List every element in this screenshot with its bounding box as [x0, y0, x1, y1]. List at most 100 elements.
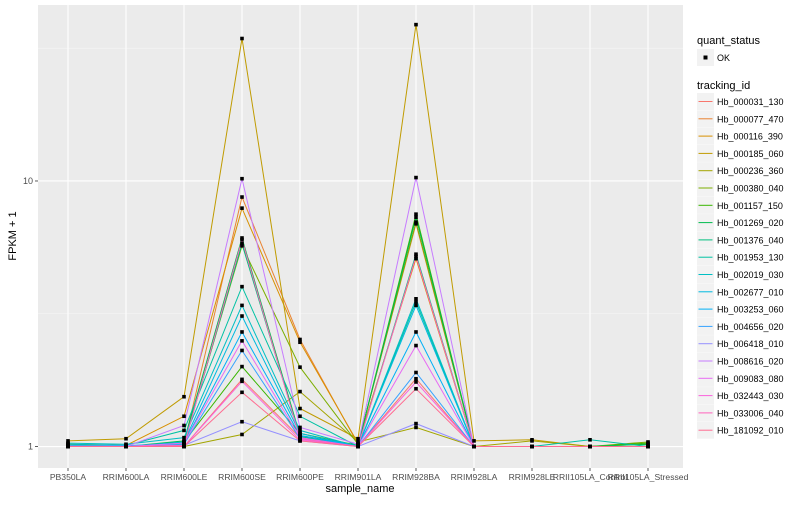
- legend-label: Hb_032443_030: [717, 391, 784, 401]
- data-point: [414, 252, 418, 256]
- legend-label: Hb_000116_390: [717, 132, 783, 142]
- data-point: [66, 441, 70, 445]
- legend-label: Hb_004656_020: [717, 322, 784, 332]
- data-point: [240, 377, 244, 382]
- data-point: [646, 444, 650, 449]
- data-point: [414, 386, 418, 391]
- x-tick-label: RRIM600PE: [276, 472, 324, 482]
- data-point: [414, 343, 418, 348]
- data-point: [356, 442, 360, 447]
- legend-label: Hb_008616_020: [717, 357, 784, 367]
- x-tick-label: RRIM928LE: [509, 472, 556, 482]
- data-point: [124, 436, 128, 441]
- x-tick-label: RRIM928BA: [392, 472, 440, 482]
- data-point: [414, 370, 418, 375]
- data-point: [182, 414, 186, 419]
- data-point: [240, 348, 244, 353]
- data-point: [298, 414, 302, 419]
- legend-label: Hb_000380_040: [717, 184, 784, 194]
- data-point: [182, 394, 186, 399]
- data-point: [240, 36, 244, 41]
- data-point: [414, 215, 418, 220]
- data-point: [298, 425, 302, 430]
- data-point: [414, 330, 418, 334]
- legend-label: Hb_002019_030: [717, 270, 784, 280]
- legend-label: Hb_001157_150: [717, 201, 783, 211]
- legend-label: Hb_033006_040: [717, 408, 784, 418]
- x-tick-label: RRII105LA_Stressed: [608, 472, 689, 482]
- legend-tracking-title: tracking_id: [697, 80, 750, 92]
- data-point: [124, 444, 128, 449]
- legend-quant-title: quant_status: [697, 35, 760, 47]
- x-tick-label: RRII105LA_Control: [553, 472, 628, 482]
- data-point: [298, 439, 302, 443]
- data-point: [240, 284, 244, 289]
- data-point: [66, 439, 70, 443]
- data-point: [240, 390, 244, 395]
- data-point: [182, 435, 186, 440]
- data-point: [414, 220, 418, 224]
- legend-label: Hb_003253_060: [717, 305, 784, 315]
- data-point: [298, 433, 302, 438]
- legend-ok-point-icon: [703, 55, 708, 60]
- data-point: [414, 303, 418, 308]
- y-axis: 1 10: [23, 176, 38, 452]
- data-point: [298, 389, 302, 394]
- legend-label: Hb_009083_080: [717, 374, 784, 384]
- data-point: [414, 425, 418, 430]
- y-axis-title: FPKM + 1: [7, 211, 19, 260]
- data-point: [356, 444, 360, 449]
- data-point: [182, 423, 186, 428]
- x-tick-label: RRIM600LA: [103, 472, 150, 482]
- x-axis-title: sample_name: [325, 483, 394, 495]
- data-point: [240, 195, 244, 199]
- data-point: [472, 444, 476, 449]
- data-point: [356, 436, 360, 441]
- data-point: [240, 206, 244, 210]
- legend-ok-label: OK: [717, 53, 730, 63]
- data-point: [182, 441, 186, 445]
- data-point: [240, 364, 244, 369]
- data-point: [588, 444, 592, 449]
- data-point: [414, 376, 418, 381]
- data-point: [240, 339, 244, 343]
- data-point: [298, 406, 302, 411]
- data-point: [414, 22, 418, 27]
- panel-background: [38, 5, 683, 468]
- x-axis: PB350LA RRIM600LA RRIM600LE RRIM600SE RRIM60…: [50, 468, 689, 482]
- legend-label: Hb_001269_020: [717, 218, 784, 228]
- data-point: [530, 444, 534, 449]
- data-point: [472, 439, 476, 443]
- data-point: [240, 330, 244, 334]
- data-point: [182, 428, 186, 433]
- data-point: [240, 314, 244, 318]
- data-point: [66, 444, 70, 449]
- data-point: [414, 212, 418, 216]
- x-tick-label: RRIM928LA: [451, 472, 498, 482]
- legend-label: Hb_000031_130: [717, 97, 784, 107]
- data-point: [240, 303, 244, 308]
- data-point: [240, 432, 244, 437]
- y-tick-label: 1: [28, 442, 33, 452]
- data-point: [414, 256, 418, 261]
- data-point: [240, 419, 244, 424]
- x-tick-label: PB350LA: [50, 472, 87, 482]
- data-point: [240, 244, 244, 248]
- data-point: [298, 431, 302, 436]
- gridlines: [38, 5, 683, 468]
- data-point: [530, 439, 534, 443]
- legend: quant_status OK tracking_id Hb_000031_13…: [697, 35, 784, 439]
- data-point: [182, 444, 186, 449]
- legend-label: Hb_000077_470: [717, 114, 784, 124]
- legend-label: Hb_000236_360: [717, 166, 784, 176]
- data-points: [66, 22, 650, 449]
- data-point: [298, 337, 302, 342]
- data-point: [588, 437, 592, 442]
- data-point: [414, 175, 418, 180]
- data-point: [298, 365, 302, 369]
- legend-label: Hb_000185_060: [717, 149, 784, 159]
- data-point: [356, 440, 360, 444]
- data-point: [646, 442, 650, 447]
- x-tick-label: RRIM901LA: [335, 472, 382, 482]
